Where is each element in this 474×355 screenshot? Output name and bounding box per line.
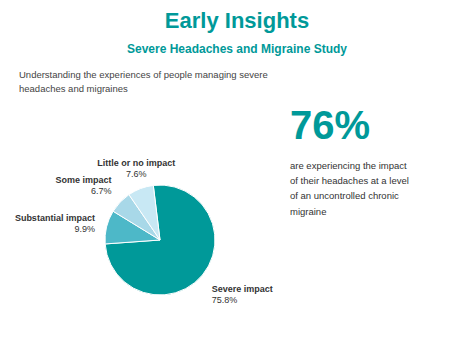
svg-text:Severe impact: Severe impact xyxy=(212,284,273,294)
svg-text:Little or no impact: Little or no impact xyxy=(97,158,175,168)
svg-text:9.9%: 9.9% xyxy=(74,224,95,234)
svg-text:75.8%: 75.8% xyxy=(212,295,238,305)
svg-text:7.6%: 7.6% xyxy=(126,169,147,179)
svg-text:6.7%: 6.7% xyxy=(91,186,112,196)
html-text:Understanding the experiences: Understanding the experiences of people … xyxy=(19,69,268,95)
html-text:76%: 76% xyxy=(290,103,371,147)
html-text:Severe Headaches and Migraine: Severe Headaches and Migraine Study xyxy=(127,42,347,56)
html-text:are experiencing the impact of: are experiencing the impact of their hea… xyxy=(290,160,409,217)
html-text:Early Insights: Early Insights xyxy=(164,8,310,33)
svg-text:Some impact: Some impact xyxy=(55,175,111,185)
svg-text:Substantial impact: Substantial impact xyxy=(15,213,95,223)
